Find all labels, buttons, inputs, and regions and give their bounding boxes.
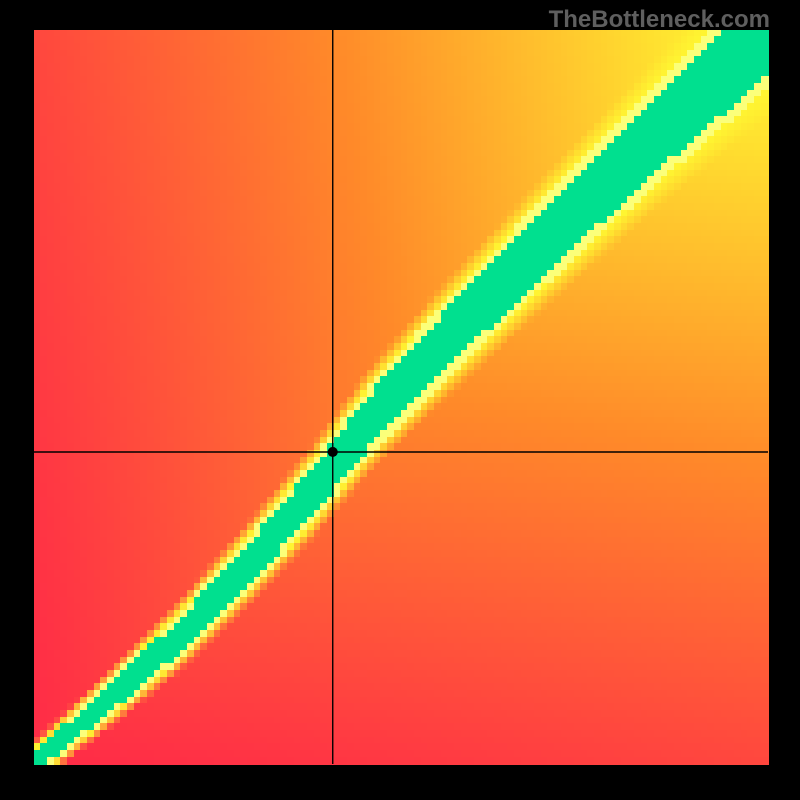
- watermark-text: TheBottleneck.com: [549, 6, 770, 34]
- chart-container: TheBottleneck.com: [0, 0, 800, 800]
- bottleneck-heatmap: [0, 0, 800, 800]
